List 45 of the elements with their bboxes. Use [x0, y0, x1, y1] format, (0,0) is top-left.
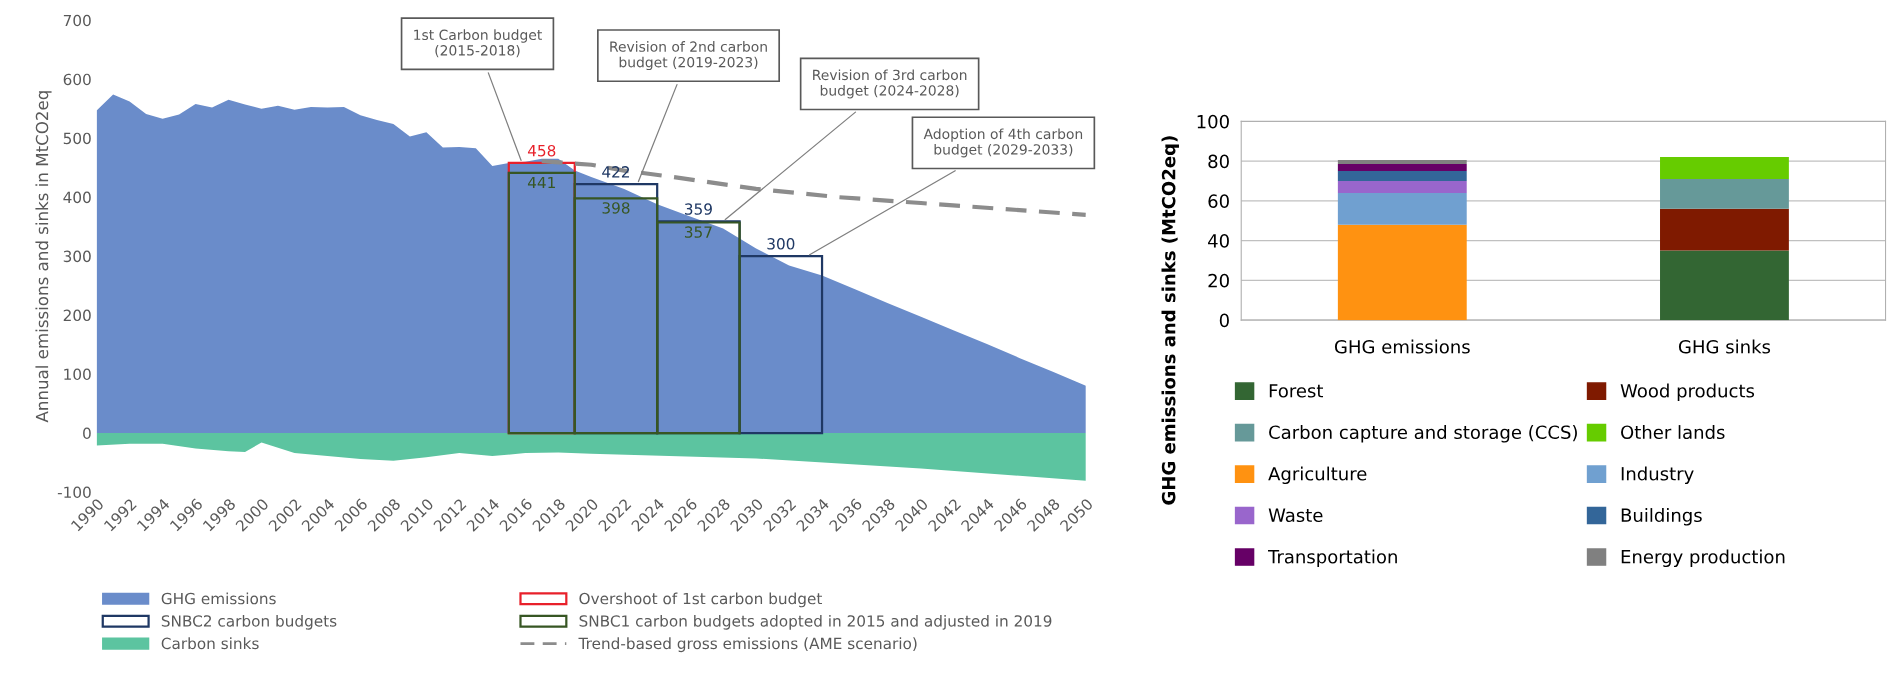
y-tick-label: 0 — [83, 427, 91, 440]
annotation: Adoption of 4th carbon budget (2029-2033) — [923, 128, 1083, 158]
y-tick-label: -100 — [57, 486, 91, 499]
x-tick-label: GHG sinks — [1678, 339, 1771, 354]
legend-label: Carbon capture and storage (CCS) — [1269, 425, 1577, 443]
y-tick-label: 60 — [1208, 194, 1229, 208]
legend-label: Buildings — [1621, 508, 1702, 526]
y-tick-label: 40 — [1208, 234, 1229, 248]
y-tick-label: 500 — [63, 132, 91, 145]
y-axis-title: Annual emissions and sinks in MtCO2eq — [35, 91, 52, 423]
legend-label: Agriculture — [1268, 466, 1367, 485]
y-tick-label: 700 — [63, 14, 91, 27]
data-label: 300 — [767, 238, 795, 250]
y-tick-label: 100 — [1197, 114, 1229, 129]
legend-label: SNBC1 carbon budgets adopted in 2015 and adjusted in 2019 — [579, 614, 1052, 630]
y-tick-label: 80 — [1208, 154, 1229, 169]
legend-label: Carbon sinks — [161, 637, 259, 650]
annotation: 1st Carbon budget (2015-2018) — [414, 29, 542, 58]
y-axis-title: GHG emissions and sinks (MtCO2eq) — [1161, 136, 1179, 505]
legend-label: Wood products — [1620, 383, 1755, 402]
legend-label: GHG emissions — [161, 592, 276, 605]
annotation: Revision of 3rd carbon budget (2024-2028) — [813, 69, 967, 99]
legend-label: SNBC2 carbon budgets — [161, 614, 337, 630]
legend-label: Forest — [1269, 384, 1324, 398]
data-label: 357 — [684, 226, 712, 238]
legend-label: Energy production — [1621, 549, 1785, 568]
legend-label: Other lands — [1621, 425, 1725, 440]
annotation: Revision of 2nd carbon budget (2019-2023) — [610, 41, 767, 71]
data-label: 422 — [602, 166, 630, 178]
legend-label: Transportation — [1268, 549, 1397, 568]
legend-label: Trend-based gross emissions (AME scenario) — [578, 637, 917, 653]
y-tick-label: 20 — [1208, 273, 1229, 288]
y-tick-label: 600 — [63, 73, 91, 86]
data-label: 441 — [527, 176, 555, 189]
legend-label: Industry — [1621, 466, 1694, 485]
data-label: 458 — [527, 144, 556, 157]
y-tick-label: 400 — [63, 191, 91, 204]
legend-label: Overshoot of 1st carbon budget — [579, 592, 823, 608]
y-tick-label: 300 — [63, 250, 91, 263]
y-tick-label: 0 — [1219, 313, 1229, 328]
data-label: 398 — [602, 202, 630, 214]
y-tick-label: 200 — [63, 309, 91, 322]
data-label: 359 — [684, 203, 712, 215]
y-tick-label: 100 — [64, 368, 91, 381]
legend-label: Waste — [1268, 508, 1323, 523]
